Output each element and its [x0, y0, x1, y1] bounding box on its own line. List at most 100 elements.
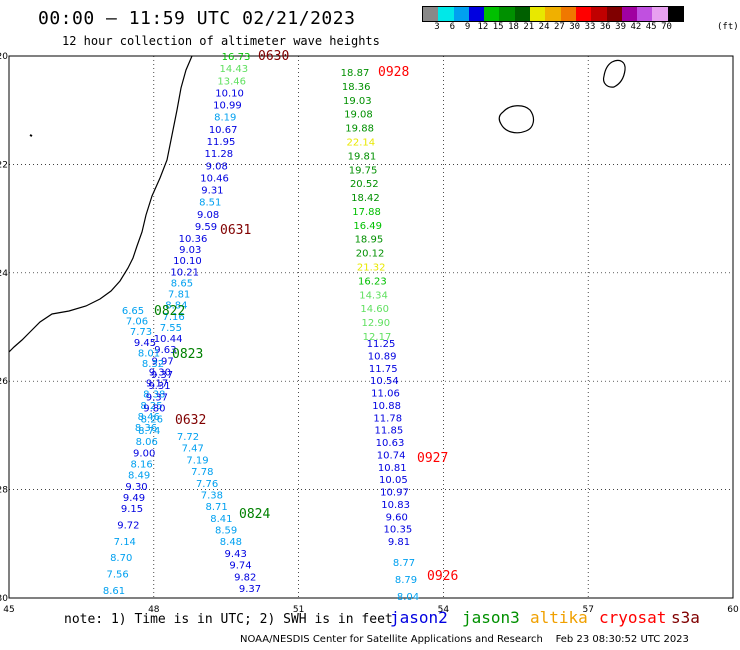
wave-height-value: 10.21 — [170, 267, 199, 278]
legend-swatch — [499, 7, 515, 21]
altimeter-tracks: 16.7314.4313.4610.1010.998.1910.6711.951… — [103, 49, 458, 603]
legend-swatch — [468, 7, 485, 21]
wave-height-value: 8.65 — [171, 278, 193, 289]
legend-swatch — [484, 7, 500, 21]
wave-height-value: 10.83 — [381, 500, 410, 511]
axis-ticks: 45 48 51 54 57 60 -20 -22 -24 -26 -28 -30 — [0, 52, 739, 615]
wave-height-value: 20.12 — [356, 249, 385, 260]
wave-height-value: 8.79 — [395, 575, 417, 586]
wave-height-value: 9.08 — [197, 210, 219, 221]
legend-swatch — [530, 7, 546, 21]
wave-height-value: 10.46 — [200, 173, 229, 184]
pass-time-label: 0632 — [175, 413, 206, 428]
wave-height-value: 8.01 — [138, 348, 160, 359]
legend-label: 12 — [477, 22, 489, 32]
wave-height-value: 8.26 — [141, 415, 163, 426]
legend-label: 45 — [645, 22, 657, 32]
legend-swatch — [545, 7, 561, 21]
wave-height-value: 21.32 — [357, 263, 386, 274]
map-frame — [8, 55, 734, 599]
wave-height-value: 9.72 — [117, 520, 139, 531]
small-island-dot — [29, 134, 33, 137]
wave-height-value: 10.81 — [378, 463, 407, 474]
wave-height-value: 8.59 — [215, 526, 237, 537]
wave-height-value: 7.78 — [191, 467, 213, 478]
wave-height-value: 9.31 — [148, 381, 170, 392]
wave-height-value: 9.37 — [239, 584, 261, 595]
legend-label: 21 — [523, 22, 535, 32]
wave-height-value: 12.90 — [362, 318, 391, 329]
mauritius-island — [602, 59, 626, 88]
y-tick-label: -26 — [0, 377, 8, 387]
wave-height-value: 9.59 — [195, 222, 217, 233]
wave-height-value: 13.46 — [217, 76, 246, 87]
wave-height-value: 9.74 — [229, 561, 251, 572]
wave-height-value: 10.97 — [380, 488, 409, 499]
wave-height-value: 19.03 — [343, 96, 372, 107]
wave-height-value: 8.25 — [140, 401, 162, 412]
legend-label: 70 — [661, 22, 672, 32]
x-tick-label: 60 — [727, 605, 739, 615]
wave-height-value: 9.37 — [146, 392, 168, 403]
legend-label: 36 — [599, 22, 611, 32]
wave-height-value: 8.49 — [128, 471, 150, 482]
wave-height-value: 8.41 — [210, 514, 232, 525]
wave-height-value: 14.60 — [360, 304, 389, 315]
legend-label: 3 — [434, 22, 440, 32]
wave-height-value: 9.82 — [234, 572, 256, 583]
satellite-label-altika: altika — [530, 608, 588, 627]
pass-time-label: 0824 — [239, 507, 270, 522]
wave-height-value: 7.16 — [163, 312, 185, 323]
pass-time-label: 0927 — [417, 451, 448, 466]
wave-height-value: 9.15 — [121, 504, 143, 515]
legend-unit: (ft) — [717, 22, 739, 32]
wave-height-value: 18.95 — [355, 235, 384, 246]
legend-label: 30 — [569, 22, 581, 32]
credit-org: NOAA/NESDIS Center for Satellite Applica… — [240, 634, 543, 645]
wave-height-value: 8.19 — [214, 113, 236, 124]
wave-height-value: 10.67 — [209, 125, 238, 136]
credit-timestamp: Feb 23 08:30:52 UTC 2023 — [555, 634, 689, 645]
wave-height-value: 10.89 — [368, 351, 397, 362]
wave-height-value: 9.97 — [151, 356, 173, 367]
legend-swatch — [606, 7, 622, 21]
pass-time-label: 0823 — [172, 347, 203, 362]
wave-height-value: 12.17 — [363, 332, 392, 343]
wave-height-value: 9.31 — [201, 186, 223, 197]
wave-height-value: 10.54 — [370, 376, 399, 387]
wave-height-value: 9.00 — [133, 448, 155, 459]
wave-height-value: 8.70 — [110, 553, 132, 564]
wave-height-value: 7.14 — [114, 537, 136, 548]
legend-label: 9 — [464, 22, 471, 32]
legend-swatch — [438, 7, 454, 21]
wave-height-value: 8.74 — [138, 426, 160, 437]
x-tick-label: 57 — [582, 605, 593, 615]
wave-height-value: 20.52 — [350, 179, 379, 190]
legend-label: 39 — [615, 22, 627, 32]
wave-height-value: 16.49 — [353, 221, 382, 232]
wave-height-value: 17.88 — [352, 207, 381, 218]
satellite-label-s3a: s3a — [671, 608, 700, 627]
legend-label: 27 — [553, 22, 565, 32]
wave-height-value: 7.06 — [126, 317, 148, 328]
wave-height-value: 11.85 — [375, 426, 404, 437]
wave-height-value: 9.30 — [125, 482, 147, 493]
wave-height-value: 7.38 — [201, 490, 223, 501]
y-tick-label: -30 — [0, 594, 8, 604]
legend-label: 33 — [584, 22, 596, 32]
wave-height-value: 9.49 — [123, 493, 145, 504]
footnote: note: 1) Time is in UTC; 2) SWH is in fe… — [64, 612, 393, 627]
wave-height-value: 9.37 — [151, 370, 173, 381]
wave-height-value: 16.23 — [358, 276, 387, 287]
wave-height-value: 19.08 — [344, 110, 373, 121]
wave-height-value: 7.76 — [196, 479, 218, 490]
page-title: 00:00 – 11:59 UTC 02/21/2023 — [38, 8, 356, 29]
x-tick-label: 48 — [148, 605, 160, 615]
color-scale-legend — [422, 6, 685, 22]
wave-height-value: 10.99 — [213, 101, 242, 112]
legend-swatch — [453, 7, 469, 21]
legend-swatch — [591, 7, 607, 21]
wave-height-value: 9.63 — [154, 345, 176, 356]
wave-height-value: 9.08 — [206, 161, 228, 172]
